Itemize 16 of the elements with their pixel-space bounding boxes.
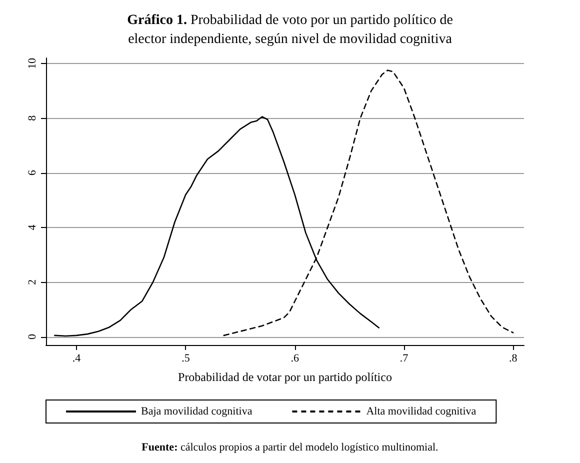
y-tick-label: 0 [26,334,38,340]
y-tick-label: 8 [26,114,38,121]
y-tick-label: 4 [26,224,38,230]
x-tick-label: .7 [400,352,409,364]
x-tick-label: .6 [290,352,300,364]
x-tick-label: .5 [182,352,190,364]
x-axis-title: Probabilidad de votar por un partido político [178,370,392,384]
legend-label: Alta movilidad cognitiva [366,406,476,418]
legend-label: Baja movilidad cognitiva [141,406,252,418]
source-note: Fuente: cálculos propios a partir del modelo logístico multinomial. [142,442,439,454]
x-tick-label: .4 [72,352,82,364]
chart-title: Gráfico 1. Probabilidad de voto por un partido político de elector independiente, según nivel de movilidad cognitiva [127,13,453,47]
y-tick-label: 2 [26,279,38,285]
y-tick-label: 10 [26,57,38,69]
y-tick-label: 6 [26,170,38,176]
x-tick-label: .8 [508,352,518,364]
